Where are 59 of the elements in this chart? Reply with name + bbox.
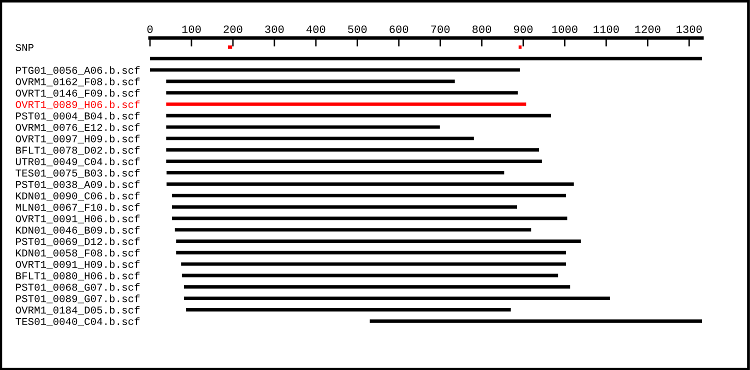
bar (166, 114, 552, 118)
y-tick-label: OVRM1_0162_F08.b.scf (16, 78, 140, 86)
y-tick-label: KDN01_0090_C06.b.scf (16, 192, 140, 200)
x-tick-label: 600 (390, 25, 408, 34)
bar (228, 45, 232, 49)
x-tick-label: 100 (182, 25, 201, 34)
bar (166, 80, 455, 84)
bar (186, 308, 511, 312)
x-tick-label: 300 (265, 25, 284, 34)
y-tick-label: TES01_0075_B03.b.scf (16, 168, 140, 178)
y-tick-label: KDN01_0046_B09.b.scf (16, 226, 140, 235)
y-tick-label: OVRT1_0091_H06.b.scf (16, 214, 140, 224)
bar (176, 240, 581, 243)
bar (166, 125, 440, 129)
bar (166, 91, 518, 95)
y-tick-label: OVRT1_0146_F09.b.scf (16, 89, 140, 98)
x-tick-label: 1200 (635, 25, 660, 34)
y-tick-label: BFLT1_0080_H06.b.scf (16, 272, 140, 280)
y-tick-label: KDN01_0058_F08.b.scf (16, 248, 140, 258)
bar (370, 319, 702, 323)
bar (166, 160, 542, 164)
x-tick-label: 1000 (552, 25, 578, 34)
bar (184, 285, 570, 289)
y-tick-label: OVRT1_0097_H09.b.scf (16, 134, 140, 144)
y-tick-label: UTR01_0049_C04.b.scf (16, 158, 140, 166)
bar (172, 216, 568, 220)
x-tick-label: 700 (431, 25, 450, 34)
y-tick-label: PST01_0069_D12.b.scf (16, 237, 140, 246)
x-tick-label: 500 (348, 25, 367, 34)
x-tick-label: 0 (147, 25, 153, 34)
y-tick-label: PST01_0004_B04.b.scf (16, 112, 140, 121)
y-tick-label: OVRT1_0089_H06.b.scf (16, 100, 140, 110)
x-tick-label: 200 (224, 25, 242, 34)
y-tick-label: OVRM1_0184_D05.b.scf (16, 306, 140, 315)
x-tick-label: 800 (472, 25, 492, 34)
y-tick-label: SNP (16, 44, 34, 52)
bar (174, 228, 532, 232)
bar (181, 262, 566, 266)
bar (176, 250, 566, 254)
bar (184, 296, 610, 300)
x-tick-label: 1100 (594, 25, 619, 34)
bar (166, 171, 504, 174)
bar (518, 45, 522, 49)
bar (172, 194, 566, 198)
y-tick-label: PST01_0038_A09.b.scf (16, 180, 140, 190)
y-tick-label: PTG01_0056_A06.b.scf (16, 66, 140, 75)
y-tick-label: MLN01_0067_F10.b.scf (16, 203, 140, 212)
bar (166, 148, 540, 152)
x-tick-label: 400 (306, 25, 326, 34)
x-tick-label: 1300 (676, 25, 702, 34)
bar (166, 182, 574, 186)
y-tick-label: PST01_0068_G07.b.scf (16, 283, 140, 292)
y-tick-label: OVRM1_0076_E12.b.scf (16, 123, 140, 132)
y-tick-label: PST01_0089_G07.b.scf (16, 294, 140, 304)
y-tick-label: OVRT1_0091_H09.b.scf (16, 260, 140, 269)
x-tick-label: 900 (514, 25, 533, 34)
y-tick-label: TES01_0040_C04.b.scf (16, 317, 140, 326)
bar (150, 56, 702, 60)
y-tick-label: BFLT1_0078_D02.b.scf (16, 146, 140, 155)
